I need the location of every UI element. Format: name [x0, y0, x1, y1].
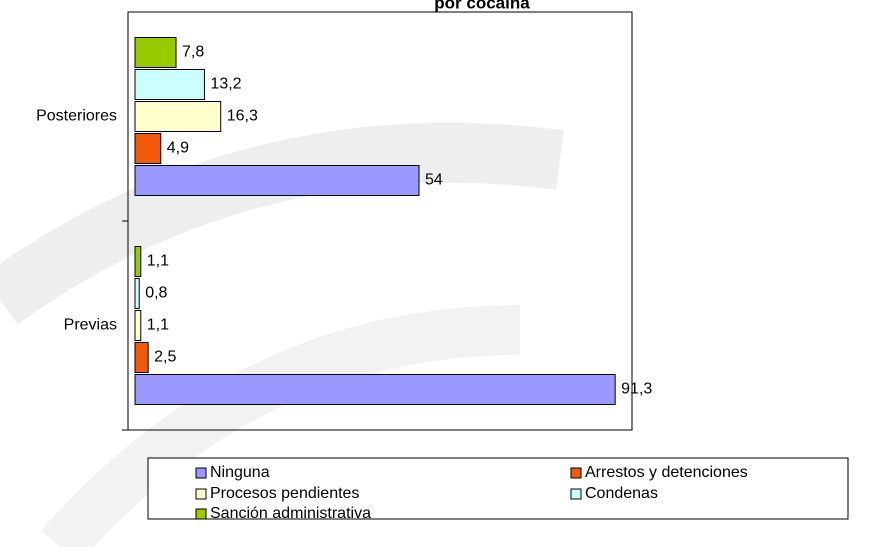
data-label: 4,9 [167, 140, 189, 157]
legend-label: Procesos pendientes [210, 485, 359, 502]
data-label: 16,3 [227, 108, 258, 125]
bar [134, 246, 142, 277]
legend-swatch [195, 488, 207, 500]
data-label: 7,8 [182, 44, 204, 61]
bar [134, 374, 616, 405]
bar [134, 342, 149, 373]
legend-swatch [195, 467, 207, 479]
legend-label: Sanción administrativa [210, 505, 371, 522]
legend-swatch [195, 508, 207, 520]
data-label: 54 [425, 172, 443, 189]
y-tick-label: Posteriores [36, 108, 117, 125]
legend-box [147, 457, 849, 520]
bar [134, 165, 420, 196]
bar [134, 310, 142, 341]
legend-label: Condenas [585, 485, 658, 502]
legend-label: Ninguna [210, 464, 270, 481]
legend-swatch [570, 467, 582, 479]
legend-swatch [570, 488, 582, 500]
data-label: 2,5 [154, 349, 176, 366]
bar [134, 37, 177, 68]
data-label: 91,3 [621, 381, 652, 398]
data-label: 0,8 [145, 285, 167, 302]
chart-title: por cocaína [434, 0, 530, 12]
data-label: 13,2 [210, 76, 241, 93]
bar [134, 278, 140, 309]
bar [134, 133, 162, 164]
legend-label: Arrestos y detenciones [585, 464, 748, 481]
bar [134, 69, 205, 100]
data-label: 1,1 [147, 253, 169, 270]
bar [134, 101, 222, 132]
data-label: 1,1 [147, 317, 169, 334]
y-tick-label: Previas [64, 317, 117, 334]
